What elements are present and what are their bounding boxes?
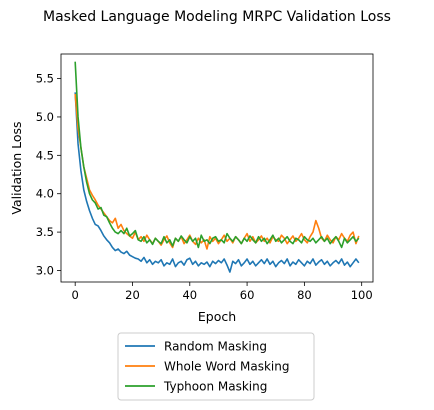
y-tick-label: 5.5 xyxy=(36,72,54,86)
y-axis-label: Validation Loss xyxy=(9,121,24,214)
x-tick-label: 0 xyxy=(72,288,79,302)
legend-frame xyxy=(117,332,315,401)
y-tick-label: 5.0 xyxy=(36,110,54,124)
x-tick-label: 60 xyxy=(240,288,255,302)
y-axis-ticks: 3.0 3.5 4.0 4.5 5.0 5.5 xyxy=(36,72,61,277)
y-tick-label: 3.5 xyxy=(36,225,54,239)
x-axis-ticks: 0 20 40 60 80 100 xyxy=(72,282,373,302)
series-line-1 xyxy=(74,93,360,250)
series-line-2 xyxy=(74,61,360,249)
legend-label-1: Whole Word Masking xyxy=(164,360,289,374)
x-tick-label: 80 xyxy=(297,288,312,302)
plot-area: 0 20 40 60 80 100 3.0 3.5 4.0 4.5 5.0 5.5 xyxy=(36,53,374,302)
plot-frame xyxy=(60,53,374,283)
y-tick-label: 3.0 xyxy=(36,263,54,277)
series-layer xyxy=(74,61,360,273)
legend: Random Masking Whole Word Masking Typhoon … xyxy=(117,332,315,401)
x-tick-label: 40 xyxy=(182,288,197,302)
x-axis-label: Epoch xyxy=(198,309,236,324)
legend-label-0: Random Masking xyxy=(164,340,267,354)
series-line-0 xyxy=(74,92,360,273)
x-tick-label: 20 xyxy=(125,288,140,302)
legend-label-2: Typhoon Masking xyxy=(163,380,267,394)
x-tick-label: 100 xyxy=(351,288,373,302)
y-tick-label: 4.0 xyxy=(36,187,54,201)
chart-title: Masked Language Modeling MRPC Validation… xyxy=(43,9,391,25)
y-tick-label: 4.5 xyxy=(36,148,54,162)
